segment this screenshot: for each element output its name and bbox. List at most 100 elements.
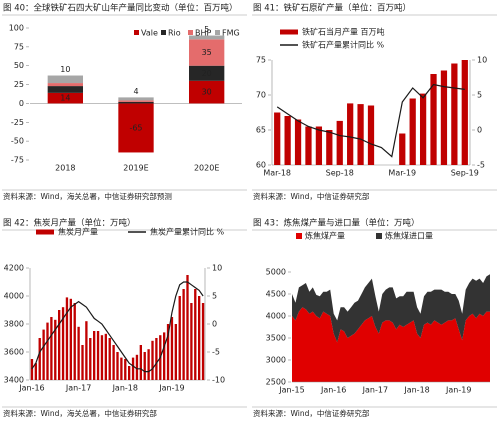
y-tick-label: 3800 xyxy=(4,320,24,329)
data-label: 30 xyxy=(202,88,212,97)
legend-swatch xyxy=(376,233,382,239)
y-tick-label: 10 xyxy=(212,264,222,273)
x-tick-label: Jan-18 xyxy=(403,386,429,395)
data-label: 20 xyxy=(202,69,212,78)
y-tick-label: -10 xyxy=(212,376,225,385)
y-tick-label: -25 xyxy=(11,118,24,127)
chart-title: 图 41：铁矿石原矿产量（单位：百万吨） xyxy=(253,3,411,14)
y-tick-label: 2500 xyxy=(266,378,286,387)
bar xyxy=(155,338,158,380)
bar xyxy=(58,310,61,380)
x-tick-label: Jan-19 xyxy=(445,386,471,395)
bar xyxy=(120,357,123,380)
bar-segment xyxy=(118,101,154,104)
y-tick-label: 75 xyxy=(256,56,266,65)
bar xyxy=(430,74,437,165)
area-series xyxy=(292,274,490,343)
bar xyxy=(139,345,142,380)
legend-swatch xyxy=(296,233,302,239)
y-tick-label: 3500 xyxy=(266,334,286,343)
y-tick-label: 0 xyxy=(212,320,217,329)
legend-swatch xyxy=(188,30,193,35)
bar xyxy=(54,319,57,380)
legend-label: BHP xyxy=(195,29,212,38)
y-tick-label: 0 xyxy=(477,126,482,135)
y-tick-label: -75 xyxy=(11,156,24,165)
bar xyxy=(166,324,170,380)
bar xyxy=(50,317,53,380)
bar xyxy=(42,329,45,380)
x-tick-label: Sep-19 xyxy=(451,169,479,178)
area-series xyxy=(292,307,490,382)
legend-swatch xyxy=(134,30,139,35)
bar-segment xyxy=(118,97,154,101)
x-tick-label: Jan-17 xyxy=(65,384,91,393)
bar xyxy=(131,357,135,380)
bar-segment xyxy=(189,65,225,81)
bar xyxy=(186,275,189,380)
legend-swatch xyxy=(215,30,220,35)
bar xyxy=(147,349,150,380)
legend-swatch xyxy=(280,29,298,35)
bar xyxy=(69,298,72,380)
x-tick-label: Mar-19 xyxy=(388,169,416,178)
bar-segment xyxy=(118,103,154,153)
y-tick-label: 4500 xyxy=(266,290,286,299)
bar xyxy=(81,345,84,380)
y-tick-label: 100 xyxy=(9,24,24,33)
line-series xyxy=(276,83,465,158)
data-label: -65 xyxy=(129,123,142,132)
bar xyxy=(61,307,65,380)
bar-segment xyxy=(47,75,83,84)
bar xyxy=(65,297,69,380)
bar xyxy=(399,133,406,165)
data-label: 35 xyxy=(202,48,212,57)
y-tick-label: 10 xyxy=(477,56,487,65)
legend-label: Rio xyxy=(168,29,181,38)
y-tick-label: 50 xyxy=(14,61,24,70)
bar xyxy=(30,359,34,380)
data-label: 10 xyxy=(60,65,70,74)
legend-label: 炼焦煤进口量 xyxy=(385,231,433,241)
x-tick-label: Sep-18 xyxy=(326,169,354,178)
bar xyxy=(124,359,127,380)
y-tick-label: 0 xyxy=(19,99,24,108)
x-tick-label: Jan-18 xyxy=(112,384,138,393)
y-tick-label: 4200 xyxy=(4,264,24,273)
y-tick-label: 4000 xyxy=(266,312,286,321)
bar xyxy=(367,105,375,165)
x-tick-label: 2018 xyxy=(55,164,75,173)
y-tick-label: 65 xyxy=(256,126,266,135)
chart-title: 图 43：炼焦煤产量与进口量（单位：万吨） xyxy=(253,218,420,229)
bar xyxy=(34,363,37,380)
bar xyxy=(182,289,185,380)
source-note: 资料来源：Wind，海关总署，中信证券研究部预测 xyxy=(3,191,172,201)
bar xyxy=(108,338,111,380)
bar xyxy=(89,338,92,380)
bar xyxy=(347,103,354,165)
bar xyxy=(326,130,333,165)
legend-label: 铁矿石产量累计同比 % xyxy=(302,40,385,50)
bar xyxy=(116,352,119,380)
bar xyxy=(143,352,146,380)
bar xyxy=(336,120,343,165)
bar xyxy=(73,303,76,380)
y-tick-label: 75 xyxy=(14,42,24,51)
y-tick-label: 3600 xyxy=(4,348,24,357)
bar-segment xyxy=(189,39,225,66)
bar xyxy=(357,104,364,165)
bar xyxy=(284,116,291,165)
legend-label: 铁矿石当月产量 百万吨 xyxy=(302,27,385,37)
legend-label: 炼焦煤产量 xyxy=(305,231,345,241)
y-tick-label: 4000 xyxy=(4,292,24,301)
bar xyxy=(96,331,100,380)
bar xyxy=(135,354,139,380)
legend-label: 焦炭月产量 xyxy=(58,227,98,237)
x-tick-label: 2019E xyxy=(123,164,148,173)
x-tick-label: Jan-17 xyxy=(362,386,388,395)
x-tick-label: Jan-16 xyxy=(320,386,346,395)
bar xyxy=(419,93,427,165)
source-note: 资料来源：Wind，海关总署，中信证券研究部 xyxy=(3,408,157,418)
legend-label: FMG xyxy=(222,29,240,38)
x-tick-label: 2020E xyxy=(194,164,219,173)
